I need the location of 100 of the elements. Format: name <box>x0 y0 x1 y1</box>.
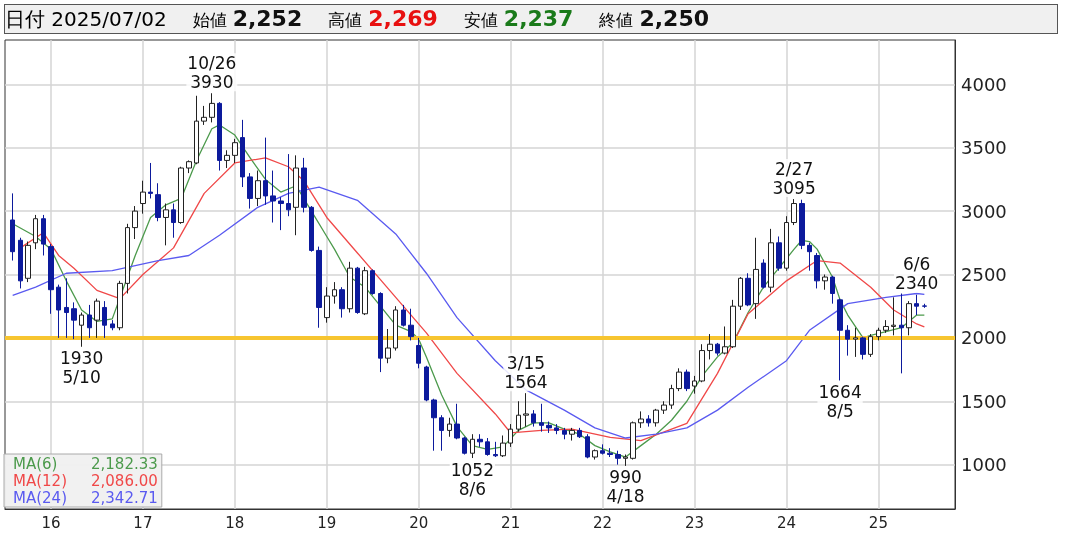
candlestick <box>416 337 421 369</box>
candlestick <box>768 228 774 293</box>
candlestick <box>699 343 705 383</box>
y-tick-label: 1500 <box>961 390 1007 412</box>
annotation: 1930 5/10 <box>59 348 104 388</box>
candlestick <box>860 336 866 360</box>
candlestick <box>332 281 337 305</box>
text: 高値 2,269 <box>328 6 438 31</box>
candlestick <box>462 436 467 455</box>
candlestick <box>485 437 490 457</box>
candlestick <box>10 192 15 262</box>
candlestick <box>454 403 460 440</box>
candlestick <box>470 433 475 459</box>
candlestick <box>692 375 697 395</box>
candlestick <box>661 400 667 415</box>
candlestick <box>270 170 276 224</box>
candlestick <box>370 268 375 296</box>
candlestick <box>799 199 805 250</box>
candlestick <box>822 274 828 291</box>
candlestick <box>868 333 873 358</box>
candlestick <box>814 252 820 289</box>
candlestick <box>171 203 176 239</box>
candlestick <box>309 205 314 253</box>
text: 始値 2,252 <box>192 6 303 31</box>
candlestick <box>715 342 720 357</box>
annotation: 1052 8/6 <box>450 459 494 499</box>
candlestick <box>753 237 759 320</box>
annotation: 2,182.33 <box>91 454 158 473</box>
candlestick <box>876 327 881 341</box>
candlestick <box>845 324 850 357</box>
chart-title: 日付 2025/07/02 <box>5 5 167 33</box>
candlestick <box>33 214 38 250</box>
candlestick <box>408 308 414 341</box>
candlestick <box>117 280 123 331</box>
candlestick <box>447 417 452 438</box>
candlestick <box>18 237 23 289</box>
candlestick <box>653 408 659 428</box>
candlestick <box>914 294 919 316</box>
candlestick <box>102 300 107 339</box>
x-tick-label: 19 <box>317 513 337 532</box>
candlestick <box>110 319 115 331</box>
candlestick <box>646 414 651 428</box>
candlestick <box>401 304 406 327</box>
annotation: 10/26 3930 <box>187 52 237 92</box>
candlestick <box>324 286 330 324</box>
candlestick <box>531 409 536 428</box>
candlestick <box>607 447 613 458</box>
candlestick <box>125 223 130 295</box>
candlestick <box>523 392 529 428</box>
candlestick <box>355 266 360 315</box>
candlestick <box>79 312 84 348</box>
candlestick <box>585 433 590 459</box>
candlestick <box>730 299 736 349</box>
candlestick <box>830 275 835 305</box>
candlestick <box>286 153 291 217</box>
annotation: 1664 8/5 <box>818 381 862 421</box>
candlestick <box>148 162 153 199</box>
candlestick <box>240 119 245 188</box>
candlestick <box>140 180 146 215</box>
candlestick <box>546 421 552 434</box>
candlestick <box>132 205 138 240</box>
candlestick <box>232 138 238 164</box>
candlestick <box>439 414 444 452</box>
candlestick <box>539 403 544 433</box>
x-tick-label: 20 <box>409 513 429 532</box>
text: MA(6) <box>13 454 58 473</box>
y-tick-label: 3000 <box>961 200 1007 222</box>
candlestick <box>247 172 253 210</box>
candlestick <box>301 157 307 213</box>
annotation: 2/27 3095 <box>772 158 816 198</box>
candlestick <box>56 284 61 339</box>
candlestick <box>87 304 92 339</box>
candlestick <box>209 92 215 123</box>
candlestick <box>745 272 751 307</box>
x-tick-label: 23 <box>684 513 705 532</box>
candlestick <box>362 266 368 316</box>
x-tick-label: 17 <box>133 513 153 532</box>
candlestick <box>669 384 674 410</box>
candlestick <box>217 101 222 172</box>
x-tick-label: 21 <box>501 513 521 532</box>
y-tick-label: 2000 <box>961 327 1007 349</box>
x-tick-label: 24 <box>776 513 796 532</box>
candlestick <box>94 298 100 339</box>
candlestick <box>385 328 391 364</box>
candlestick <box>25 241 31 283</box>
candlestick <box>201 105 207 126</box>
candlestick <box>255 170 261 207</box>
y-tick-label: 4000 <box>961 73 1007 95</box>
text: 安値 2,237 <box>463 6 574 31</box>
candlestick <box>837 298 843 381</box>
candlestick <box>899 293 904 374</box>
annotation: 6/6 2340 <box>895 254 939 294</box>
candlestick <box>178 166 184 225</box>
text: 終値 2,250 <box>599 6 710 31</box>
candlestick <box>477 433 483 448</box>
candlestick <box>41 214 46 256</box>
candlestick <box>761 258 766 289</box>
candlestick <box>194 95 199 165</box>
annotation: 2,086.00 <box>91 471 158 490</box>
candlestick <box>316 246 322 329</box>
